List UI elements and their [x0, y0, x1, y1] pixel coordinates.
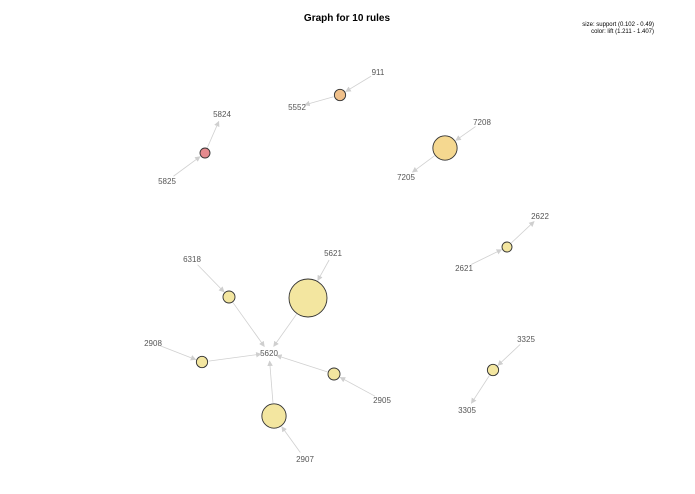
item-labels-layer: 911 5552 5824 5825 7208 7205 2622 2621 6318 5621 5… [144, 68, 549, 464]
edge-rule-9-to-5620 [267, 360, 274, 403]
rule-nodes-layer [195, 88, 513, 429]
edge-2907-to-rule-9 [281, 426, 301, 453]
item-label-2622: 2622 [531, 212, 549, 221]
edge-rule-7-to-5620 [208, 351, 262, 362]
edge-7208-to-rule-3 [455, 126, 476, 141]
edge-2908-to-rule-7 [160, 345, 197, 361]
item-label-911: 911 [372, 68, 385, 77]
edge-5825-to-rule-2 [173, 156, 201, 177]
rule-node-rule-9 [261, 403, 287, 429]
edge-rule-3-to-7205 [411, 155, 435, 173]
item-label-5620: 5620 [260, 349, 278, 358]
edge-3325-to-rule-10 [497, 344, 521, 366]
item-label-3325: 3325 [517, 335, 535, 344]
item-label-2908: 2908 [144, 339, 162, 348]
item-label-5552: 5552 [288, 103, 306, 112]
edge-2621-to-rule-4 [471, 249, 503, 265]
edge-911-to-rule-1 [345, 75, 372, 92]
edge-rule-1-to-5552 [304, 96, 334, 107]
item-label-7205: 7205 [397, 173, 415, 182]
item-label-3305: 3305 [458, 406, 476, 415]
rule-node-rule-7 [195, 355, 209, 369]
legend-size: size: support (0.102 - 0.49) [582, 22, 654, 28]
item-label-2905: 2905 [373, 396, 391, 405]
rule-node-rule-1 [333, 88, 347, 102]
edge-6318-to-rule-5 [197, 264, 225, 293]
edge-rule-2-to-5824 [207, 120, 220, 148]
edge-rule-6-to-5620 [273, 314, 297, 347]
item-label-5824: 5824 [213, 110, 231, 119]
legend-color: color: lift (1.211 - 1.407) [591, 29, 654, 35]
rule-node-rule-3 [432, 135, 458, 161]
edge-rule-10-to-3305 [471, 375, 490, 404]
item-label-7208: 7208 [473, 118, 491, 127]
item-label-5621: 5621 [324, 249, 342, 258]
rule-node-rule-2 [199, 147, 211, 159]
edges-layer [160, 75, 535, 453]
item-label-6318: 6318 [183, 255, 201, 264]
chart-title: Graph for 10 rules [304, 13, 391, 24]
item-label-5825: 5825 [158, 177, 176, 186]
edge-rule-5-to-5620 [232, 302, 265, 347]
rule-node-rule-6 [288, 278, 328, 318]
edge-rule-8-to-5620 [276, 354, 328, 373]
item-label-2907: 2907 [296, 455, 314, 464]
rule-node-rule-10 [486, 363, 500, 377]
item-label-2621: 2621 [455, 264, 473, 273]
rule-node-rule-4 [501, 241, 513, 253]
edge-rule-4-to-2622 [511, 221, 535, 244]
rule-node-rule-8 [327, 367, 341, 381]
edge-5621-to-rule-6 [317, 259, 330, 282]
rule-node-rule-5 [222, 290, 236, 304]
edge-2905-to-rule-8 [339, 376, 376, 397]
